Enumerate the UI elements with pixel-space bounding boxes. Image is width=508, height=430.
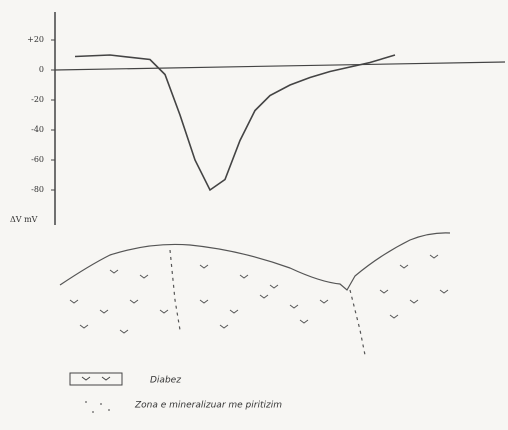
legend-swatch [69,372,123,386]
data-line [74,54,396,192]
y-tick-label: -40 [31,125,44,134]
y-tick-label: +20 [27,35,44,44]
legend-label: Zona e mineralizuar me piritizim [134,401,282,411]
legend-label: Diabez [150,376,181,386]
legend-swatch-marks [81,376,111,381]
y-tick-label: -80 [31,185,44,194]
cross-section [59,232,451,356]
y-tick-label: 0 [39,65,44,74]
legend-swatch-dots [85,401,110,413]
y-tick-label: -20 [31,95,44,104]
y-axis-label: ΔV mV [10,215,38,224]
y-tick-label: -60 [31,155,44,164]
baseline [54,61,506,71]
